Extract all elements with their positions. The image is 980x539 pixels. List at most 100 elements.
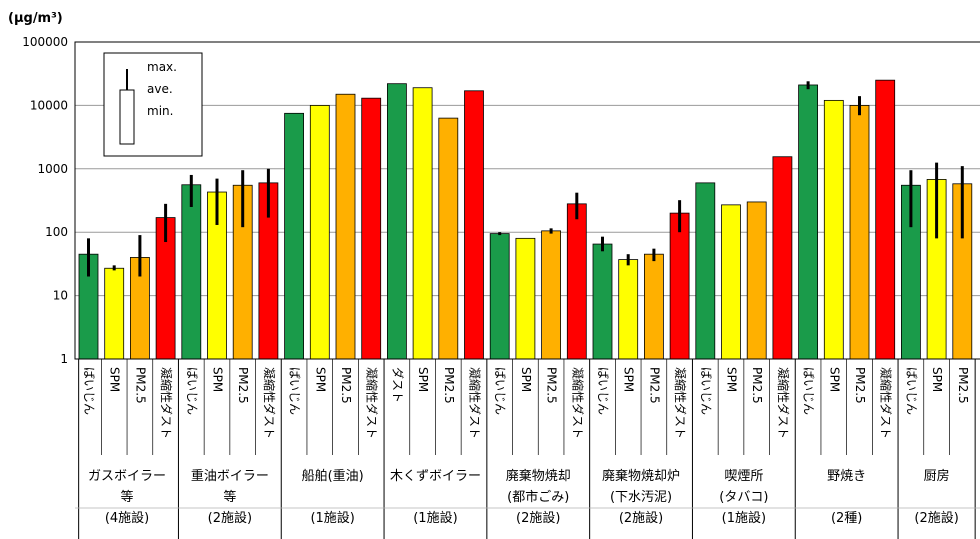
- x-category-label: ばいじん: [904, 367, 918, 415]
- bar: [104, 267, 125, 360]
- bar: [181, 184, 202, 360]
- x-category-label: PM2.5: [236, 367, 250, 404]
- legend: max. ave. min.: [103, 52, 203, 157]
- y-tick-label: 10000: [30, 98, 68, 112]
- y-tick-label: 100000: [22, 35, 68, 49]
- bar: [798, 84, 818, 360]
- bar: [361, 97, 382, 360]
- x-group-label: (下水汚泥): [610, 490, 672, 505]
- y-axis-unit-label: (μg/m³): [8, 11, 63, 26]
- x-group-label: (2施設): [208, 510, 252, 526]
- y-tick-label: 100: [45, 225, 68, 239]
- x-group-label: 重油ボイラー: [191, 468, 269, 484]
- x-category-label: PM2.5: [545, 367, 559, 404]
- bar: [566, 203, 587, 360]
- x-category-label: PM2.5: [339, 367, 353, 404]
- x-category-label: 凝縮性ダスト: [879, 367, 894, 439]
- bar: [849, 105, 870, 360]
- bar: [438, 117, 459, 360]
- x-category-label: SPM: [519, 367, 533, 392]
- x-group-label: (2施設): [516, 510, 560, 526]
- x-category-label: PM2.5: [750, 367, 764, 404]
- x-group-label: 野焼き: [827, 469, 866, 484]
- x-group-label: (タバコ): [719, 490, 768, 505]
- bar: [823, 99, 844, 360]
- y-axis-ticks: 1 10 100 1000 10000 100000: [22, 35, 68, 366]
- x-category-label: PM2.5: [853, 367, 867, 404]
- x-category-label: 凝縮性ダスト: [673, 367, 688, 439]
- x-category-label: ばいじん: [185, 367, 199, 415]
- x-category-label: SPM: [930, 367, 944, 392]
- bar: [489, 233, 510, 360]
- bar: [669, 212, 690, 360]
- bar: [618, 259, 639, 360]
- y-tick-label: 10: [53, 289, 68, 303]
- x-category-label: SPM: [313, 367, 327, 392]
- x-category-labels: ばいじん SPM PM2.5 凝縮性ダスト ばいじん SPM PM2.5 凝縮性ダスト ばいじん…: [82, 367, 970, 439]
- legend-label: max.: [147, 60, 177, 74]
- x-group-label: 木くずボイラー: [390, 469, 481, 484]
- bar: [541, 230, 561, 360]
- category-table-lines: [75, 359, 980, 539]
- x-group-label: (1施設): [310, 510, 354, 526]
- bar: [464, 90, 484, 360]
- y-tick-label: 1000: [37, 162, 68, 176]
- x-group-label: 廃棄物焼却炉: [602, 468, 680, 484]
- x-category-label: ばいじん: [699, 367, 713, 415]
- bar: [746, 201, 767, 360]
- x-category-label: SPM: [725, 367, 739, 392]
- x-group-label: ガスボイラー: [88, 469, 166, 484]
- error-bars: [87, 81, 964, 277]
- x-group-label: (2施設): [914, 510, 958, 526]
- x-category-label: ばいじん: [596, 367, 610, 415]
- x-group-label: (1施設): [722, 510, 766, 526]
- bars: [78, 79, 973, 360]
- x-category-label: 凝縮性ダスト: [468, 367, 483, 439]
- x-group-label: (2種): [831, 510, 862, 526]
- bar: [335, 93, 356, 360]
- bar: [386, 83, 407, 360]
- bar: [515, 237, 536, 360]
- x-category-label: SPM: [827, 367, 841, 392]
- bar: [695, 182, 716, 360]
- x-category-label: SPM: [416, 367, 430, 392]
- bar: [284, 112, 305, 360]
- x-category-label: 凝縮性ダスト: [159, 367, 174, 439]
- x-category-label: PM2.5: [442, 367, 456, 404]
- x-group-label: (2施設): [619, 510, 663, 526]
- legend-bar: [119, 89, 135, 145]
- x-group-label: 船舶(重油): [302, 468, 364, 484]
- x-group-label: (4施設): [105, 510, 149, 526]
- bar: [412, 87, 433, 360]
- x-category-label: ばいじん: [82, 367, 96, 415]
- x-category-label: 凝縮性ダスト: [570, 367, 585, 439]
- x-category-label: SPM: [622, 367, 636, 392]
- bar: [721, 204, 741, 360]
- x-category-label: ばいじん: [493, 367, 507, 415]
- legend-label: min.: [147, 104, 173, 118]
- bar: [592, 243, 613, 360]
- x-category-label: ばいじん: [802, 367, 816, 415]
- bar: [644, 253, 664, 360]
- x-category-label: SPM: [211, 367, 225, 392]
- y-tick-label: 1: [60, 352, 68, 366]
- legend-label: ave.: [147, 82, 173, 96]
- x-group-label: 厨房: [924, 468, 950, 484]
- x-category-label: ダスト: [390, 367, 405, 403]
- x-group-label: (都市ごみ): [507, 489, 569, 505]
- x-category-label: 凝縮性ダスト: [262, 367, 277, 439]
- x-group-label: 等: [121, 489, 134, 505]
- x-category-label: PM2.5: [956, 367, 970, 404]
- x-group-label: 廃棄物焼却: [506, 468, 571, 484]
- x-category-label: 凝縮性ダスト: [776, 367, 791, 439]
- bar: [309, 105, 330, 360]
- plot-frame: [74, 41, 980, 360]
- bar: [772, 156, 793, 360]
- x-category-label: SPM: [108, 367, 122, 392]
- bar: [875, 79, 896, 360]
- x-group-label: 等: [223, 489, 236, 505]
- x-group-label: (1施設): [413, 510, 457, 526]
- x-category-label: PM2.5: [647, 367, 661, 404]
